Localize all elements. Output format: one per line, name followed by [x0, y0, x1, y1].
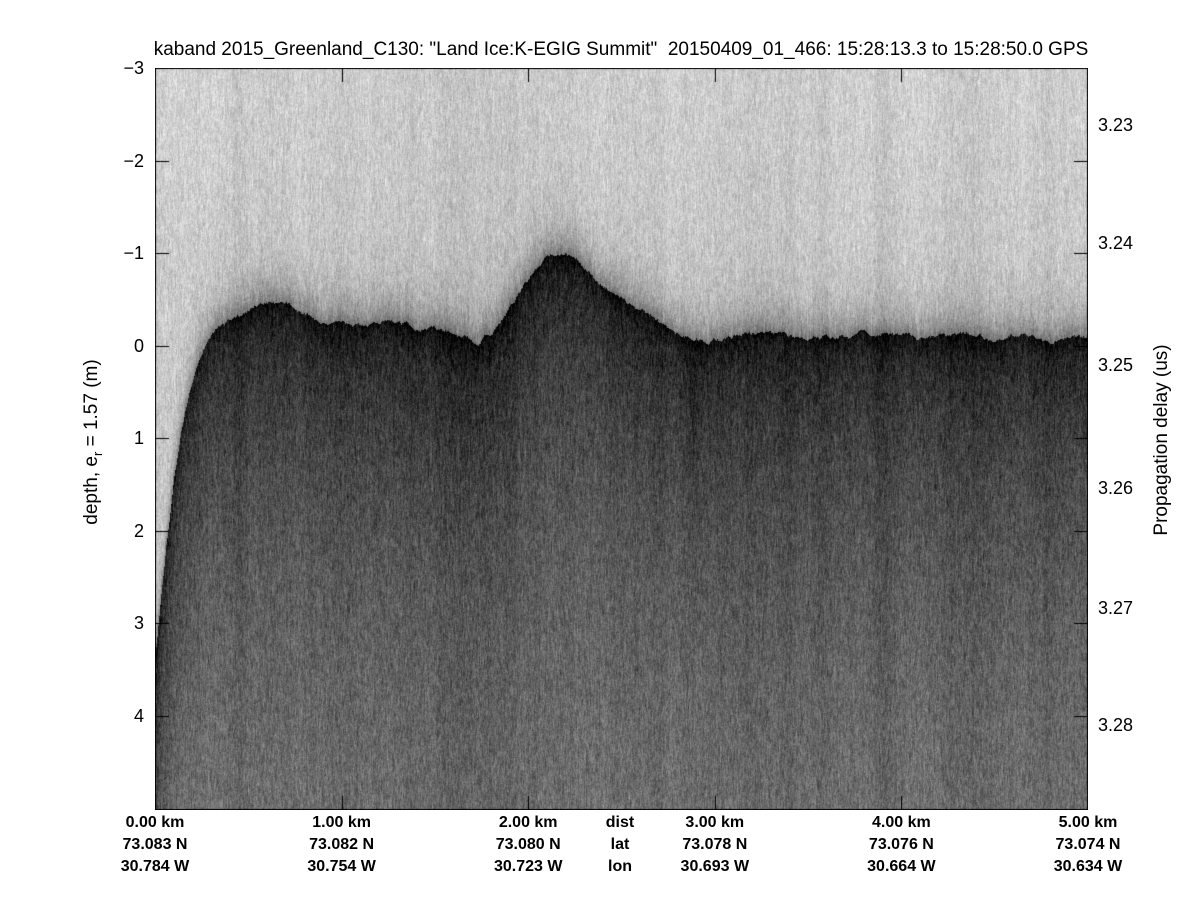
dist-value: 3.00 km — [685, 814, 745, 831]
distance-tick-column: 1.00 km 73.082 N 30.754 W — [307, 812, 375, 878]
lat-value: 73.082 N — [309, 836, 375, 853]
depth-tick-label: −3 — [123, 58, 144, 78]
lon-value: 30.634 W — [1053, 858, 1123, 875]
dist-value: 0.00 km — [125, 814, 185, 831]
depth-tick-label: 2 — [133, 520, 144, 541]
depth-tick-label: 3 — [133, 613, 144, 634]
depth-tick-label: 0 — [133, 335, 144, 356]
dist-value: 1.00 km — [312, 814, 371, 831]
dist-value: 4.00 km — [872, 814, 931, 831]
depth-tick-label: −1 — [123, 243, 144, 264]
dist-value: 2.00 km — [498, 814, 558, 831]
lon-value: 30.693 W — [680, 858, 750, 875]
lat-value: 73.074 N — [1055, 836, 1121, 853]
echogram-canvas — [155, 68, 1088, 810]
lat-value: 73.080 N — [495, 836, 561, 853]
depth-tick-label: 4 — [133, 705, 144, 726]
lon-value: 30.664 W — [867, 858, 936, 875]
distance-tick-column: 3.00 km 73.078 N 30.693 W — [681, 812, 749, 878]
delay-tick-label: 3.25 — [1098, 355, 1134, 376]
depth-tick-label: 1 — [133, 428, 144, 449]
delay-tick-label: 3.28 — [1098, 714, 1134, 735]
delay-tick-label: 3.27 — [1098, 598, 1134, 619]
distance-tick-column: 4.00 km 73.076 N 30.664 W — [867, 812, 935, 878]
chart-title: kaband 2015_Greenland_C130: "Land Ice:K-… — [153, 39, 1089, 60]
dist-value: dist — [605, 814, 635, 831]
lon-value: 30.784 W — [120, 858, 190, 875]
lat-value: lat — [610, 836, 630, 853]
lat-value: 73.083 N — [122, 836, 188, 853]
lat-value: 73.078 N — [682, 836, 748, 853]
dist-value: 5.00 km — [1058, 814, 1118, 831]
lat-value: 73.076 N — [868, 836, 934, 853]
distance-tick-column: 0.00 km 73.083 N 30.784 W — [121, 812, 189, 878]
depth-tick-label: −2 — [123, 150, 144, 171]
delay-tick-label: 3.24 — [1098, 233, 1134, 254]
distance-tick-column: 5.00 km 73.074 N 30.634 W — [1054, 812, 1122, 878]
lon-value: 30.723 W — [493, 858, 563, 875]
distance-tick-column: 2.00 km 73.080 N 30.723 W — [494, 812, 562, 878]
dist-lat-lon-legend-column: dist lat lon — [606, 812, 634, 878]
lon-value: lon — [607, 858, 632, 875]
lon-value: 30.754 W — [307, 858, 376, 875]
delay-tick-label: 3.26 — [1098, 477, 1134, 498]
delay-tick-label: 3.23 — [1098, 114, 1134, 135]
